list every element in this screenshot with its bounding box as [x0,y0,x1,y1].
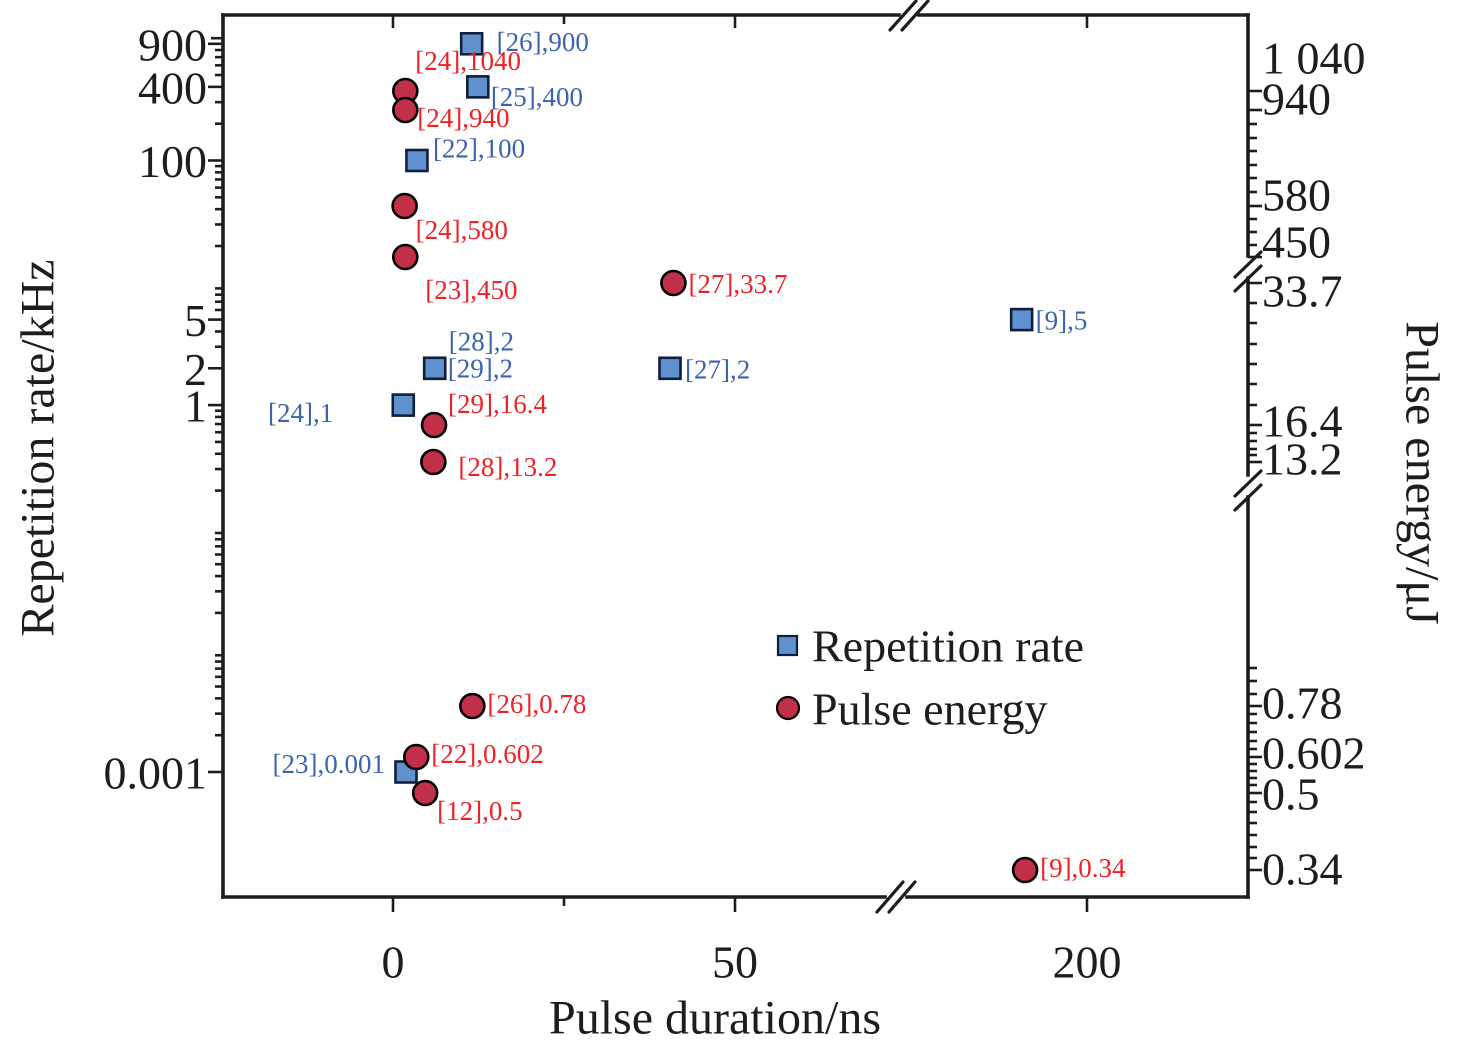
axis-break [1233,483,1263,512]
point-label: [24],1040 [415,46,521,76]
data-point-circle-[24] [391,192,418,220]
right-axis-tick-label: 0.602 [1262,728,1366,779]
axis-break [875,880,905,914]
data-point-circle-[28] [420,448,447,476]
legend-circle-icon [775,695,801,721]
point-label: [9],0.34 [1040,853,1126,883]
point-label: [28],13.2 [458,452,557,482]
x-axis-tick-label: 200 [1053,937,1122,988]
axis-break [900,0,930,32]
point-label: [12],0.5 [437,796,522,826]
right-axis-tick-label: 0.34 [1262,844,1343,895]
point-label: [27],2 [685,354,750,384]
data-point-square-[26] [459,31,484,56]
data-point-circle-[27] [660,269,687,297]
right-axis-tick-label: 450 [1262,217,1331,268]
left-axis-title: Repetition rate/kHz [12,259,65,636]
left-axis-tick-label: 5 [184,295,207,346]
left-axis-tick-label: 900 [138,19,207,70]
data-point-circle-[12] [411,779,439,807]
point-label: [26],900 [497,27,589,57]
point-label: [24],940 [417,103,509,133]
point-label: [24],1 [268,398,333,428]
left-axis-tick-label: 1 [184,381,207,432]
data-point-circle-[29] [420,411,448,439]
point-label: [24],580 [416,215,508,245]
left-axis-tick-label: 2 [184,344,207,395]
point-label: [27],33.7 [688,269,787,299]
point-label: [26],0.78 [487,689,586,719]
legend-label: Repetition rate [812,621,1084,672]
point-label: [22],0.602 [431,739,543,769]
data-point-square-[9] [1009,307,1034,332]
left-axis-tick-label: 0.001 [104,748,208,799]
point-label: [25],400 [491,82,583,112]
legend-square-icon [776,634,799,657]
data-point-circle-[26] [459,692,486,720]
data-point-square-[25] [466,75,490,99]
point-label: [23],450 [425,275,517,305]
data-point-circle-[23] [392,243,419,271]
data-point-circle-[9] [1011,856,1039,884]
legend-label: Pulse energy [812,684,1048,735]
left-axis-tick-label: 400 [138,62,207,113]
left-axis-tick-label: 100 [138,136,207,187]
legend: Repetition rate Pulse energy [775,621,1084,735]
data-point-circle-[22] [402,743,430,771]
right-axis-tick-label: 13.2 [1262,434,1343,485]
right-axis-tick-label: 0.78 [1262,678,1343,729]
axis-break [887,880,917,914]
point-label: [23],0.001 [273,749,385,779]
point-label: [29],2 [448,353,513,383]
data-point-square-[24] [391,393,416,417]
x-axis-tick-label: 0 [382,937,405,988]
point-label: [28],2 [449,326,514,356]
axis-break [1233,469,1263,498]
data-point-square-[29] [422,356,447,381]
right-axis-tick-label: 940 [1262,74,1331,125]
right-axis-tick-label: 1 040 [1262,33,1366,84]
x-axis-tick-label: 50 [712,937,758,988]
data-point-circle-[24] [392,96,419,124]
point-label: [29],16.4 [448,389,547,419]
point-label: [9],5 [1036,306,1088,336]
right-axis-tick-label: 0.5 [1262,769,1320,820]
data-point-square-[27] [658,356,682,381]
point-label: [22],100 [433,134,525,164]
right-axis-tick-label: 33.7 [1262,266,1343,317]
axis-break [888,0,918,32]
right-axis-title: Pulse energy/μJ [1396,321,1449,625]
x-axis-title: Pulse duration/ns [549,992,881,1045]
right-axis-tick-label: 16.4 [1262,396,1343,447]
right-axis-tick-label: 580 [1262,170,1331,221]
axis-break [1233,264,1263,293]
data-point-square-[22] [405,148,429,173]
